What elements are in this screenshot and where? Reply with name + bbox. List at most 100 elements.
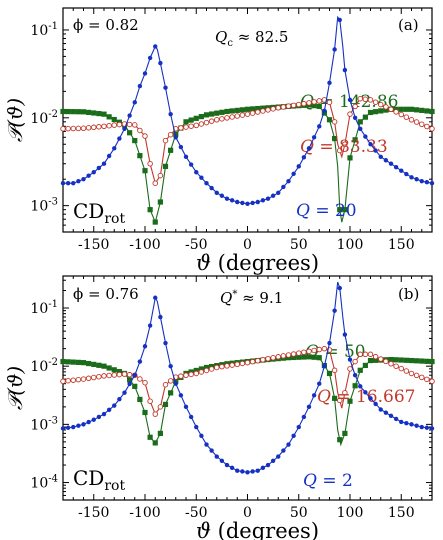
data-point [188,414,194,420]
data-point [163,340,168,346]
data-point [301,100,307,107]
data-point [81,422,86,427]
data-point [85,375,92,382]
data-point [367,351,374,358]
data-point [106,153,112,159]
data-point [260,465,266,471]
data-point [337,397,343,404]
data-point [290,351,297,357]
data-point [409,422,414,427]
data-point [388,161,394,166]
data-point [239,107,245,113]
data-point [101,123,107,130]
data-point [424,123,430,130]
data-point [76,179,81,184]
data-point [194,170,199,175]
data-point [301,354,307,360]
data-point [255,468,260,473]
data-point [408,357,415,364]
data-point [301,349,307,355]
data-point [188,117,194,123]
data-point [204,181,209,186]
data-point [296,350,302,356]
data-point [419,178,424,184]
data-point [244,106,251,112]
data-point [173,378,179,384]
data-point [219,193,225,198]
y-tick-label: 10-4 [30,474,58,492]
data-point [126,371,133,378]
data-point [393,357,399,363]
data-point [383,107,389,113]
data-point [352,372,358,378]
data-point [403,106,409,112]
data-point [296,354,302,360]
data-point [249,110,256,116]
data-point [142,168,148,174]
data-point [106,372,112,379]
data-point [260,356,266,363]
data-point [352,383,358,389]
data-point [311,103,317,109]
q-annotation: Q* ≈ 9.1 [220,289,283,307]
data-point [352,103,358,110]
data-point [291,171,296,176]
data-point [286,178,291,184]
data-point [229,362,235,368]
data-point [224,115,230,121]
data-point [321,345,328,352]
data-point [383,158,389,163]
data-point [96,362,102,368]
method-label: CDrot [73,466,125,494]
data-point [152,219,158,225]
data-point [137,83,143,89]
data-point [86,360,92,367]
data-point [101,161,107,166]
data-point [198,366,204,372]
data-point [285,103,292,109]
data-point [224,196,230,201]
data-point [352,137,358,143]
data-point [265,462,271,468]
data-point [342,389,348,396]
data-point [362,362,368,369]
data-point [363,390,368,395]
data-point [152,440,158,446]
data-point [327,80,332,86]
data-point [65,359,71,365]
data-point [398,111,405,118]
data-point [147,398,153,404]
data-point [199,433,204,438]
data-point [158,314,163,320]
data-point [137,359,143,364]
panel-label: (b) [398,285,419,303]
data-point [424,179,430,185]
data-point [322,108,327,114]
data-point [286,442,291,447]
data-point [96,373,102,380]
data-point [70,109,76,115]
data-point [270,193,276,198]
data-point [280,104,287,110]
data-point [306,146,312,151]
data-point [142,409,148,416]
data-point [229,108,235,114]
data-point [317,381,322,386]
data-point [296,424,301,430]
data-point [311,347,317,354]
data-point [260,198,266,203]
series-label: Q = 16.667 [317,387,415,407]
data-point [383,410,389,415]
data-point [80,376,87,382]
data-point [362,351,369,358]
data-point [127,113,132,118]
data-point [358,384,363,389]
data-point [208,118,215,124]
data-point [404,420,409,426]
data-point [142,133,148,139]
data-point [101,373,107,379]
data-point [316,98,323,104]
data-point [203,364,210,371]
data-point [157,404,164,410]
data-point [429,108,435,115]
